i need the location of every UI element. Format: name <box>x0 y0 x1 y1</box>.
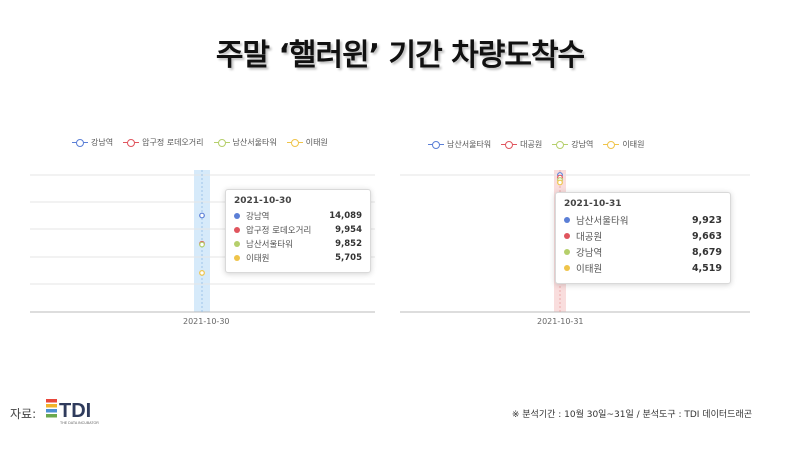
tooltip-row: 강남역 8,679 <box>564 245 722 259</box>
legend-label: 이태원 <box>305 138 328 147</box>
tooltip-value: 9,954 <box>335 225 362 235</box>
tooltip-dot <box>564 233 570 239</box>
chart-tooltip: 2021-10-30 강남역 14,089 압구정 로데오거리 9,954 남산서울타워 9… <box>225 189 371 273</box>
legend-item[interactable]: 압구정 로데오거리 <box>123 137 204 148</box>
tooltip-value: 5,705 <box>335 253 362 263</box>
legend-swatch <box>123 138 140 147</box>
tooltip-dot <box>564 217 570 223</box>
legend-swatch <box>603 140 620 149</box>
tooltip-row: 압구정 로데오거리 9,954 <box>234 224 362 236</box>
page-title: 주말 ‘핼러윈’ 기간 차량도착수 <box>215 38 585 73</box>
tooltip-dot <box>564 249 570 255</box>
legend-item[interactable]: 이태원 <box>603 139 644 150</box>
logo-bar <box>46 409 57 413</box>
legend-item[interactable]: 대공원 <box>501 139 542 150</box>
chart-tooltip: 2021-10-31 남산서울타워 9,923 대공원 9,663 강남역 8,679 이태원… <box>555 192 731 284</box>
tooltip-label: 대공원 <box>576 232 603 243</box>
logo-bar <box>46 399 57 403</box>
legend-label: 이태원 <box>622 140 645 149</box>
legend-label: 남산서울타워 <box>232 138 277 147</box>
x-tick-label: 2021-10-30 <box>183 317 230 326</box>
legend-item[interactable]: 강남역 <box>72 137 113 148</box>
footnote: ※ 분석기간 : 10월 30일~31일 / 분석도구 : TDI 데이터드래곤 <box>511 410 752 420</box>
legend-item[interactable]: 강남역 <box>552 139 593 150</box>
tooltip-row: 이태원 5,705 <box>234 252 362 264</box>
tooltip-date: 2021-10-31 <box>564 199 622 209</box>
tooltip-value: 9,663 <box>691 230 722 242</box>
tooltip-dot <box>564 265 570 271</box>
data-point <box>199 212 205 219</box>
logo-bar <box>46 404 57 408</box>
tooltip-dot <box>234 255 240 261</box>
tooltip-label: 강남역 <box>576 248 603 259</box>
tooltip-row: 남산서울타워 9,852 <box>234 238 362 250</box>
logo-bar <box>46 414 57 418</box>
logo-text: TDI <box>59 400 91 422</box>
legend-item[interactable]: 남산서울타워 <box>428 139 491 150</box>
tooltip-label: 남산서울타워 <box>246 240 293 250</box>
x-tick-label: 2021-10-31 <box>537 317 584 326</box>
legend-swatch <box>552 140 569 149</box>
legend-label: 강남역 <box>571 140 594 149</box>
tooltip-value: 9,852 <box>335 239 362 249</box>
tooltip-row: 남산서울타워 9,923 <box>564 213 722 227</box>
data-point <box>199 241 205 248</box>
tooltip-row: 대공원 9,663 <box>564 229 722 243</box>
source-label: 자료: <box>10 407 37 421</box>
legend: 남산서울타워 대공원 강남역 이태원 <box>428 139 644 150</box>
tdi-logo: TDI THE DATA INCUBATOR <box>46 399 99 425</box>
legend-swatch <box>501 140 518 149</box>
legend: 강남역 압구정 로데오거리 남산서울타워 이태원 <box>72 137 328 148</box>
tooltip-row: 강남역 14,089 <box>234 210 362 222</box>
tooltip-label: 압구정 로데오거리 <box>246 226 312 236</box>
chart-panel-right: 남산서울타워 대공원 강남역 이태원 2021-10-31 남산서울타워 9,923 대공원… <box>400 130 750 335</box>
legend-label: 압구정 로데오거리 <box>142 138 204 147</box>
tooltip-value: 4,519 <box>691 262 722 274</box>
tooltip-dot <box>234 227 240 233</box>
tooltip-value: 9,923 <box>691 214 722 226</box>
legend-swatch <box>286 138 303 147</box>
legend-label: 강남역 <box>91 138 114 147</box>
legend-swatch <box>72 138 88 147</box>
tooltip-dot <box>234 241 240 247</box>
tooltip-value: 14,089 <box>329 211 362 221</box>
tooltip-label: 강남역 <box>246 212 270 222</box>
data-point <box>557 179 563 186</box>
legend-label: 남산서울타워 <box>447 140 492 149</box>
legend-label: 대공원 <box>520 140 543 149</box>
tooltip-label: 이태원 <box>246 254 270 264</box>
tooltip-dot <box>234 213 240 219</box>
tooltip-row: 이태원 4,519 <box>564 261 722 275</box>
legend-swatch <box>213 138 230 147</box>
tooltip-value: 8,679 <box>691 246 722 258</box>
tooltip-label: 이태원 <box>576 264 603 275</box>
tooltip-label: 남산서울타워 <box>576 216 629 227</box>
legend-item[interactable]: 이태원 <box>286 137 328 148</box>
legend-item[interactable]: 남산서울타워 <box>213 137 277 148</box>
data-point <box>199 270 205 276</box>
tooltip-date: 2021-10-30 <box>234 196 292 206</box>
legend-swatch <box>428 140 444 149</box>
chart-panel-left: 강남역 압구정 로데오거리 남산서울타워 이태원 2021-10-30 강남역 14,08… <box>30 130 375 330</box>
logo-subtext: THE DATA INCUBATOR <box>60 421 99 425</box>
